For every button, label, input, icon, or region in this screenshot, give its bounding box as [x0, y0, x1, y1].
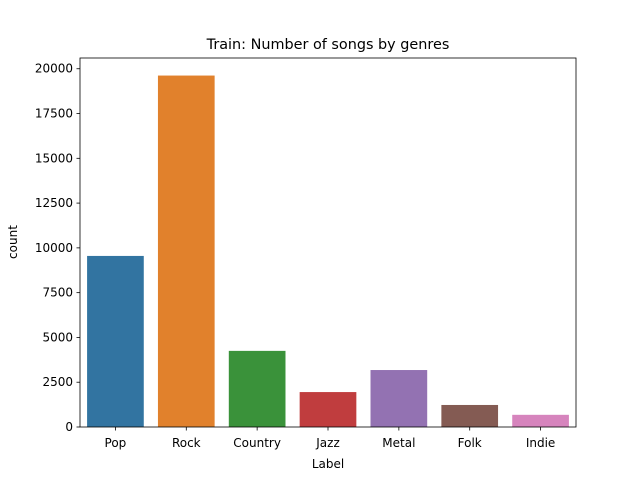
- x-tick-label: Rock: [172, 436, 201, 450]
- bar-country: [228, 350, 286, 427]
- y-tick-label: 17500: [35, 107, 73, 121]
- y-axis-ticks: 0 2500 5000 7500 10000 12500 15000 17500 20000: [35, 62, 80, 434]
- bar-indie: [512, 414, 569, 427]
- x-axis-label: Label: [312, 457, 344, 471]
- y-tick-label: 10000: [35, 241, 73, 255]
- y-tick-label: 15000: [35, 151, 73, 165]
- y-axis-label: count: [6, 225, 20, 259]
- bar-rock: [157, 75, 215, 427]
- y-tick-label: 12500: [35, 196, 73, 210]
- y-tick-label: 0: [65, 420, 73, 434]
- chart-title: Train: Number of songs by genres: [206, 37, 450, 53]
- bar-metal: [370, 370, 428, 427]
- bar-folk: [441, 404, 499, 427]
- x-axis-ticks: Pop Rock Country Jazz Metal Folk Indie: [105, 427, 555, 450]
- y-tick-label: 5000: [42, 330, 73, 344]
- y-tick-label: 7500: [42, 286, 73, 300]
- x-tick-label: Pop: [105, 436, 127, 450]
- x-tick-label: Country: [233, 436, 281, 450]
- x-tick-label: Indie: [526, 436, 555, 450]
- plot-area-frame: [79, 57, 577, 428]
- bar-jazz: [299, 392, 357, 427]
- y-tick-label: 2500: [42, 375, 73, 389]
- x-tick-label: Jazz: [315, 436, 340, 450]
- bar-series: [87, 75, 569, 427]
- bar-pop: [87, 255, 144, 427]
- x-tick-label: Metal: [382, 436, 415, 450]
- x-tick-label: Folk: [458, 436, 482, 450]
- y-tick-label: 20000: [35, 62, 73, 76]
